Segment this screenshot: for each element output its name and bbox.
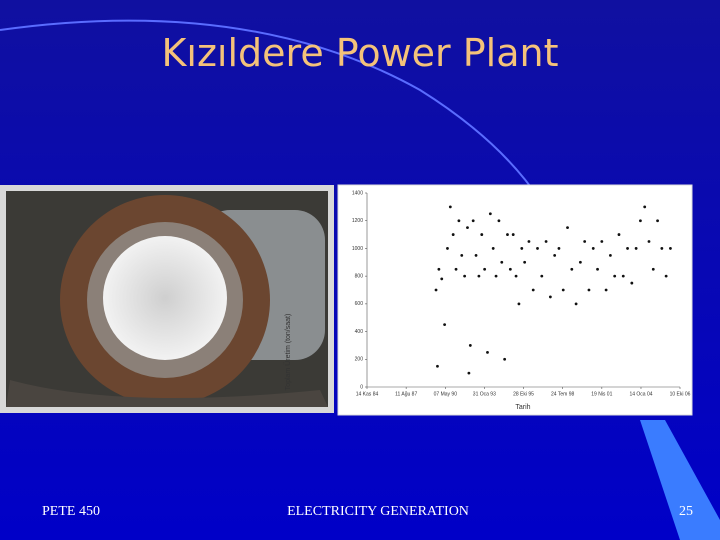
x-axis-title: Tarih: [515, 404, 530, 411]
data-point: [630, 281, 634, 285]
data-point: [503, 357, 507, 361]
page-number: 25: [679, 504, 693, 519]
data-point: [500, 260, 504, 264]
data-point: [669, 247, 672, 250]
y-tick-label: 800: [355, 273, 364, 279]
data-point: [608, 253, 612, 257]
data-point: [531, 288, 535, 292]
data-point: [488, 212, 492, 216]
data-point: [460, 253, 464, 257]
data-point: [436, 364, 439, 368]
data-point: [446, 247, 449, 250]
data-point: [591, 247, 595, 250]
data-point: [613, 274, 617, 278]
data-point: [480, 233, 484, 236]
slide-title: Kızıldere Power Plant: [162, 31, 559, 75]
data-point: [596, 267, 599, 271]
data-point: [506, 233, 509, 236]
data-point: [448, 205, 452, 209]
data-point: [443, 323, 447, 327]
data-point: [517, 302, 521, 306]
data-point: [634, 247, 638, 250]
y-tick-label: 600: [355, 301, 364, 307]
x-tick-label: 31 Oca 93: [473, 391, 496, 397]
data-point: [523, 260, 527, 264]
chart-panel: [337, 184, 693, 416]
data-point: [617, 233, 621, 236]
data-point: [514, 274, 518, 278]
data-point: [566, 226, 569, 230]
data-point: [604, 288, 608, 292]
data-point: [434, 288, 438, 292]
data-point: [483, 267, 487, 271]
data-point: [660, 247, 664, 250]
data-point: [557, 247, 561, 250]
data-point: [651, 267, 655, 271]
data-point: [578, 260, 582, 264]
data-point: [536, 247, 539, 250]
data-point: [540, 274, 544, 278]
data-point: [587, 288, 591, 292]
y-tick-label: 1200: [352, 218, 363, 224]
data-point: [494, 274, 498, 278]
x-tick-label: 14 Kas 84: [356, 391, 379, 397]
decor-shape: [640, 420, 720, 540]
data-point: [561, 288, 565, 292]
data-point: [474, 253, 478, 257]
data-point: [664, 274, 668, 278]
footer-left: PETE 450: [42, 504, 100, 519]
x-tick-label: 19 Nis 01: [591, 391, 612, 397]
x-tick-label: 11 Ağu 87: [395, 391, 417, 397]
data-point: [639, 219, 642, 223]
x-tick-label: 24 Tem 98: [551, 391, 574, 397]
data-point: [463, 274, 467, 278]
data-point: [467, 371, 471, 375]
data-point: [511, 233, 515, 236]
data-point: [600, 240, 604, 243]
data-point: [497, 219, 501, 223]
data-point: [486, 350, 489, 354]
data-point: [548, 295, 552, 299]
data-point: [457, 219, 461, 223]
y-tick-label: 400: [355, 329, 364, 335]
x-tick-label: 07 May 90: [434, 391, 458, 397]
data-point: [491, 247, 495, 250]
data-point: [656, 219, 659, 223]
data-point: [570, 267, 574, 271]
photo: [0, 185, 334, 413]
data-point: [621, 274, 625, 278]
x-tick-label: 14 Oca 04: [629, 391, 652, 397]
data-point: [647, 240, 651, 243]
data-point: [626, 247, 629, 250]
data-point: [477, 274, 481, 278]
data-point: [508, 267, 512, 271]
footer-center: ELECTRICITY GENERATION: [287, 504, 469, 519]
data-point: [520, 247, 524, 250]
data-point: [466, 226, 469, 230]
y-tick-label: 1400: [352, 190, 363, 196]
data-point: [471, 219, 475, 223]
data-point: [553, 253, 557, 257]
y-tick-label: 1000: [352, 246, 363, 252]
data-point: [440, 277, 444, 281]
decor-arc: [0, 19, 541, 201]
y-tick-label: 200: [355, 357, 364, 363]
x-tick-label: 28 Eki 95: [513, 391, 534, 397]
data-point: [574, 302, 578, 306]
data-point: [544, 240, 548, 243]
x-tick-label: 10 Eki 06: [670, 391, 691, 397]
y-tick-label: 0: [360, 384, 363, 390]
data-point: [437, 267, 441, 271]
data-point: [454, 267, 458, 271]
data-point: [643, 205, 647, 209]
data-point: [468, 344, 472, 347]
y-axis-title: Toplam Üretim (ton/saat): [284, 314, 292, 391]
data-point: [527, 240, 531, 243]
data-point: [451, 233, 455, 236]
data-point: [583, 240, 587, 243]
